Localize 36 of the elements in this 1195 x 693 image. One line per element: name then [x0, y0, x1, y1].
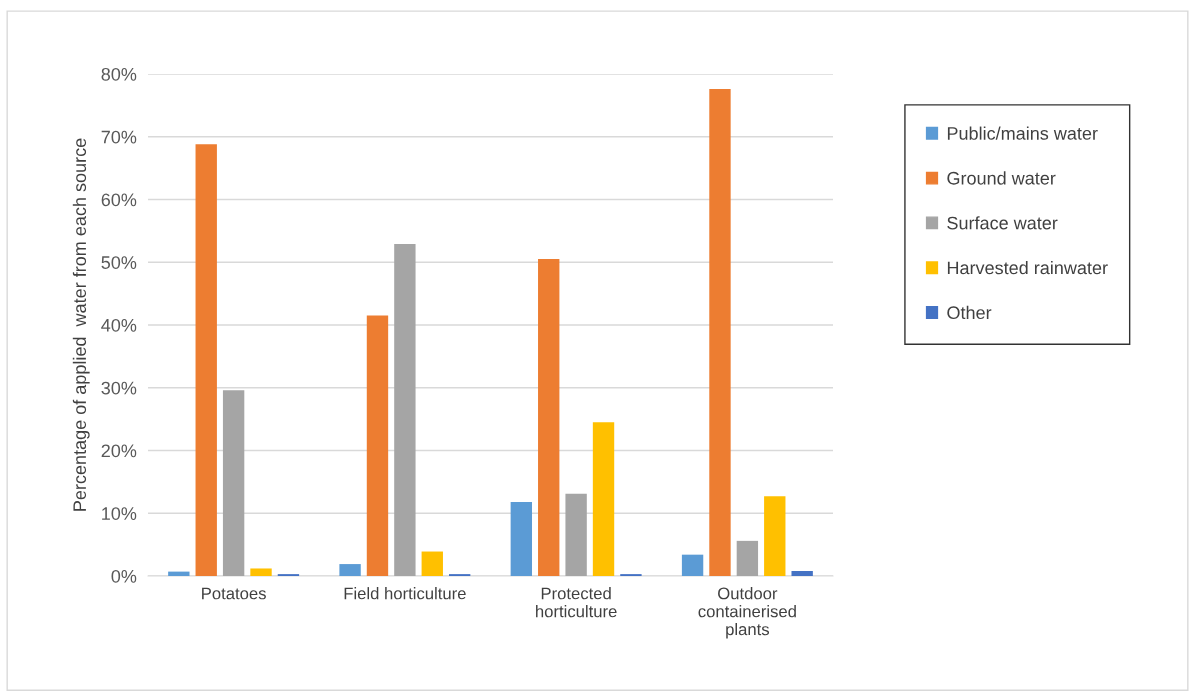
x-tick-label: Field horticulture — [344, 587, 466, 600]
bar — [339, 564, 361, 576]
y-tick-label: 80% — [101, 67, 137, 81]
y-tick-label: 40% — [101, 318, 137, 332]
y-axis-title: Percentage of applied water from each source — [72, 138, 90, 511]
y-tick-label: 50% — [101, 256, 137, 269]
legend-label: Harvested rainwater — [947, 261, 1108, 275]
bar — [366, 315, 389, 576]
bar — [222, 390, 245, 576]
x-tick-label: Outdoor containerised plants — [698, 587, 796, 639]
y-tick-label: 60% — [101, 193, 137, 207]
bar — [764, 496, 786, 576]
x-tick-label: Potatoes — [202, 587, 266, 600]
bar — [565, 493, 587, 576]
legend-label: Public/mains water — [947, 126, 1098, 140]
legend-label: Other — [947, 305, 992, 320]
bar — [394, 244, 416, 576]
bar — [709, 89, 731, 576]
legend-label: Ground water — [947, 171, 1056, 185]
y-tick-label: 70% — [101, 130, 137, 144]
bar — [510, 501, 533, 576]
bar — [681, 554, 704, 576]
bar — [538, 259, 560, 576]
y-tick-label: 20% — [101, 444, 137, 458]
bar — [736, 540, 759, 576]
y-tick-label: 10% — [102, 507, 137, 520]
bar — [592, 422, 615, 576]
bar — [791, 570, 813, 576]
x-tick-label: Protected horticulture — [536, 587, 617, 618]
bar — [250, 568, 272, 576]
legend-label: Surface water — [947, 216, 1058, 230]
bar — [421, 551, 443, 576]
bar — [195, 144, 217, 576]
bar — [168, 571, 190, 576]
y-tick-label: 0% — [111, 569, 137, 583]
y-tick-label: 30% — [101, 381, 137, 395]
